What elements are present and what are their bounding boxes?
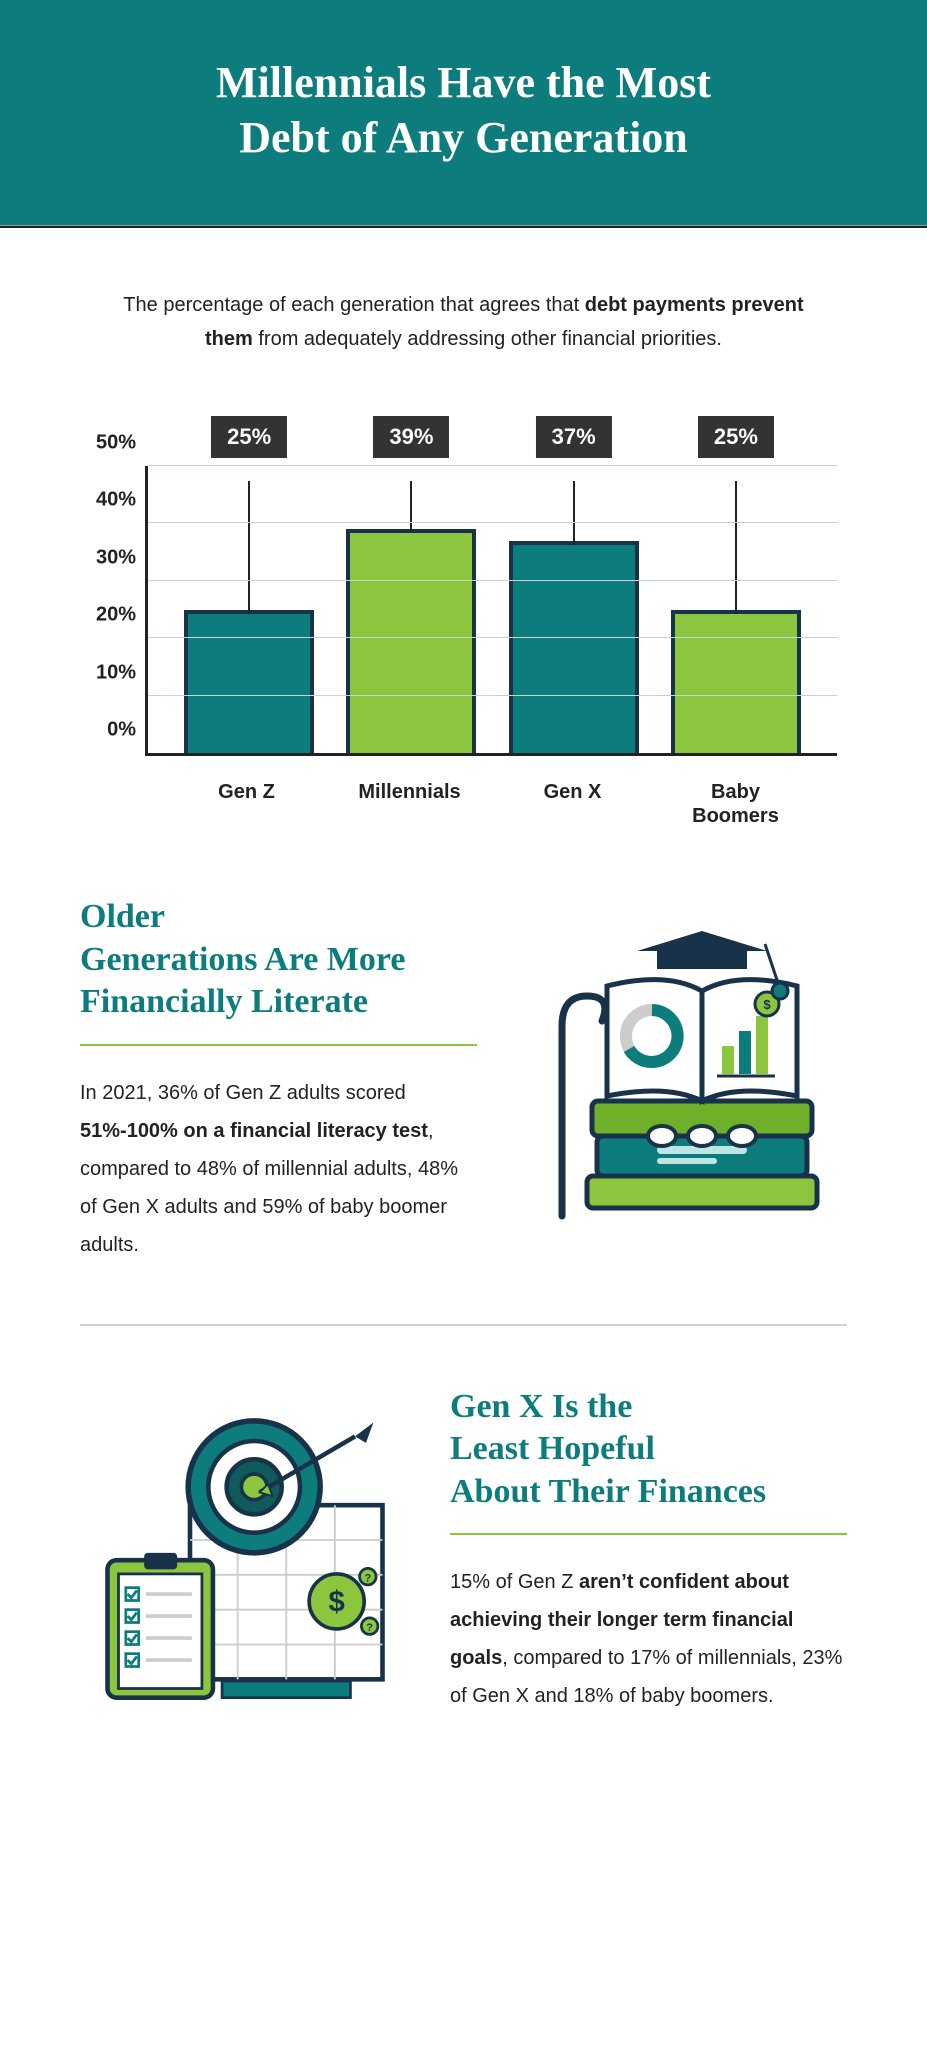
body-bold: 51%-100% on a financial literacy test <box>80 1120 428 1142</box>
subhead-post: from adequately addressing other financi… <box>258 328 722 350</box>
value-callout: 25% <box>698 416 774 458</box>
gridline <box>148 637 837 638</box>
bar <box>346 529 476 753</box>
section-financial-literacy: Older Generations Are More Financially L… <box>80 896 847 1264</box>
target-illustration: $ ? ? <box>80 1386 410 1721</box>
svg-text:?: ? <box>366 1621 373 1633</box>
y-tick-label: 20% <box>96 604 136 627</box>
value-callout: 37% <box>536 416 612 458</box>
chart-subhead: The percentage of each generation that a… <box>119 288 809 356</box>
y-tick-label: 40% <box>96 489 136 512</box>
subhead-pre: The percentage of each generation that a… <box>123 294 584 316</box>
chart-plot-area: 25%39%37%25% 0%10%20%30%40%50% <box>145 466 837 756</box>
sec-title-l3: Financially Literate <box>80 983 368 1020</box>
bar <box>509 541 639 753</box>
body-pre: In 2021, 36% of Gen Z adults scored <box>80 1082 406 1104</box>
sec-title-l1: Older <box>80 898 165 935</box>
books-illustration: $ <box>517 896 847 1261</box>
body-post: , compared to 17% of millennials, 23% of… <box>450 1647 842 1707</box>
gridline <box>148 695 837 696</box>
section-title: Gen X Is the Least Hopeful About Their F… <box>450 1386 847 1514</box>
y-tick-label: 50% <box>96 432 136 455</box>
section-body: In 2021, 36% of Gen Z adults scored 51%-… <box>80 1074 477 1264</box>
x-tick-label: Millennials <box>345 766 475 836</box>
bar-group: 25% <box>184 466 314 753</box>
sec-title-l2: Least Hopeful <box>450 1430 655 1467</box>
x-tick-label: Gen Z <box>182 766 312 836</box>
x-tick-label: Baby Boomers <box>671 766 801 836</box>
gridline <box>148 580 837 581</box>
x-tick-label: Gen X <box>508 766 638 836</box>
gridline <box>148 522 837 523</box>
section-title: Older Generations Are More Financially L… <box>80 896 477 1024</box>
bar-group: 39% <box>346 466 476 753</box>
callout-line <box>735 481 737 614</box>
sec-title-l2: Generations Are More <box>80 941 405 978</box>
sec-title-l3: About Their Finances <box>450 1473 766 1510</box>
y-tick-label: 30% <box>96 546 136 569</box>
section-text: Gen X Is the Least Hopeful About Their F… <box>450 1386 847 1716</box>
page-title: Millennials Have the Most Debt of Any Ge… <box>40 55 887 165</box>
header-band: Millennials Have the Most Debt of Any Ge… <box>0 0 927 225</box>
section-gen-x-hope: $ ? ? <box>80 1386 847 1721</box>
debt-bar-chart: 25%39%37%25% 0%10%20%30%40%50% Gen ZMill… <box>80 416 847 836</box>
bar-group: 25% <box>671 466 801 753</box>
y-tick-label: 0% <box>107 719 136 742</box>
bar-zone: 25%39%37%25% <box>148 466 837 753</box>
callout-line <box>410 481 412 533</box>
callout-line <box>248 481 250 614</box>
gridline <box>148 465 837 466</box>
callout-line <box>573 481 575 544</box>
body-pre: 15% of Gen Z <box>450 1571 579 1593</box>
section-divider <box>80 1324 847 1326</box>
svg-text:$: $ <box>329 1585 345 1618</box>
bar-group: 37% <box>509 466 639 753</box>
section-body: 15% of Gen Z aren’t confident about achi… <box>450 1563 847 1715</box>
value-callout: 25% <box>211 416 287 458</box>
title-line-2: Debt of Any Generation <box>239 113 688 162</box>
content: The percentage of each generation that a… <box>0 228 927 1861</box>
svg-text:?: ? <box>364 1572 371 1584</box>
title-line-1: Millennials Have the Most <box>216 58 711 107</box>
bar <box>184 610 314 754</box>
section-rule <box>80 1044 477 1046</box>
section-text: Older Generations Are More Financially L… <box>80 896 477 1264</box>
y-tick-label: 10% <box>96 661 136 684</box>
sec-title-l1: Gen X Is the <box>450 1388 632 1425</box>
section-rule <box>450 1533 847 1535</box>
value-callout: 39% <box>373 416 449 458</box>
svg-text:$: $ <box>763 997 771 1012</box>
bar <box>671 610 801 754</box>
x-axis-labels: Gen Z Millennials Gen X Baby Boomers <box>145 766 837 836</box>
